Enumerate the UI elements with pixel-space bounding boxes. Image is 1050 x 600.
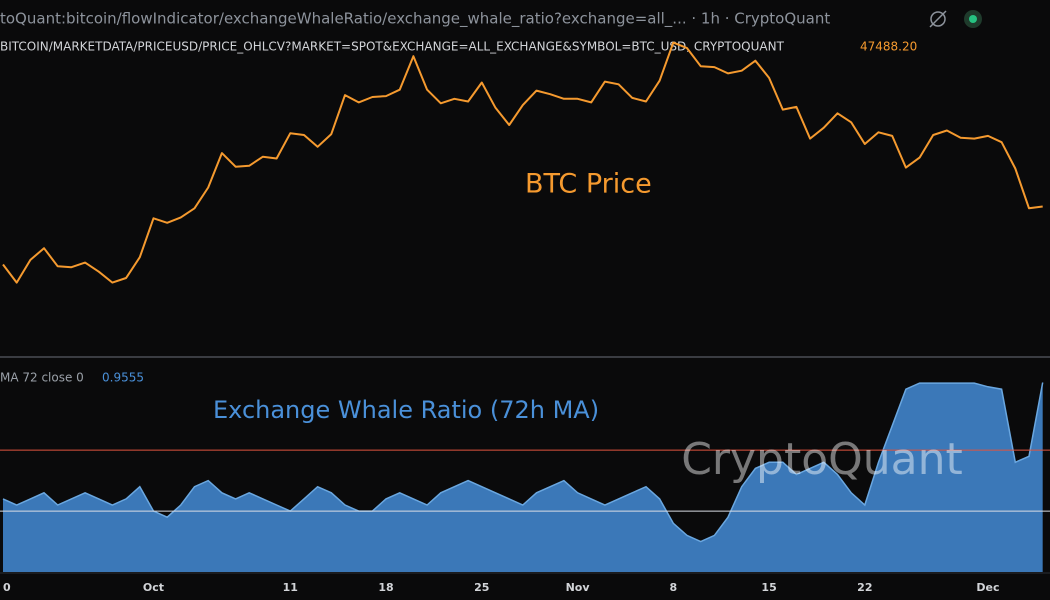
- series-label: BITCOIN/MARKETDATA/PRICEUSD/PRICE_OHLCV?…: [0, 40, 785, 54]
- last-price: 47488.20: [860, 40, 917, 54]
- x-tick-label: Oct: [143, 581, 164, 594]
- pane-last-value: 0.9555: [102, 371, 144, 385]
- x-tick-label: 15: [761, 581, 776, 594]
- hide-icon-slash: [929, 10, 947, 28]
- x-tick-label: 0: [3, 581, 11, 594]
- hide-icon[interactable]: [930, 11, 946, 27]
- pane-legend: MA 72 close 0: [0, 371, 84, 385]
- x-tick-label: 8: [669, 581, 677, 594]
- annotation: BTC Price: [525, 169, 652, 200]
- annotation: Exchange Whale Ratio (72h MA): [213, 396, 599, 424]
- area-line: [2, 382, 1044, 543]
- header-title: toQuant:bitcoin/flowIndicator/exchangeWh…: [0, 10, 830, 29]
- x-tick-label: 11: [283, 581, 298, 594]
- x-tick-label: Nov: [566, 581, 591, 594]
- x-tick-label: 22: [857, 581, 872, 594]
- x-tick-label: 18: [378, 581, 393, 594]
- x-tick-label: 25: [474, 581, 489, 594]
- x-tick-label: Dec: [976, 581, 999, 594]
- watermark: CryptoQuant: [681, 434, 963, 485]
- area: [3, 382, 1043, 572]
- price-line: [2, 41, 1043, 284]
- status-dot: [969, 15, 977, 23]
- header-icons: [929, 10, 982, 28]
